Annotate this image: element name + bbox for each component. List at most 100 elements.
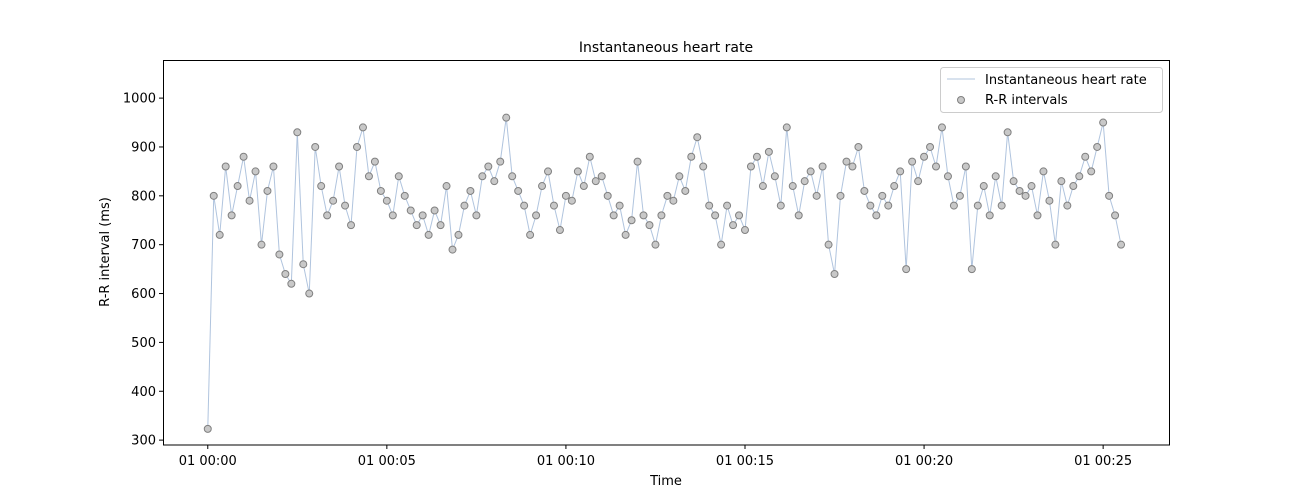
hr-line-segment	[840, 161, 847, 196]
hr-line-segment	[786, 127, 794, 187]
rr-point	[317, 182, 326, 191]
hr-line-segment	[941, 127, 949, 177]
x-tick-label: 01 00:05	[358, 454, 416, 469]
rr-point	[639, 211, 648, 220]
rr-point	[1111, 211, 1120, 220]
hr-line-segment	[535, 185, 543, 216]
hr-line-segment	[816, 166, 824, 196]
hr-line-segment	[983, 185, 991, 216]
x-tick-label: 01 00:25	[1074, 454, 1132, 469]
y-tick-label: 500	[131, 336, 156, 351]
hr-line-segment	[714, 215, 722, 245]
rr-point	[675, 172, 684, 181]
rr-point	[263, 186, 272, 195]
rr-point	[842, 157, 851, 166]
rr-point	[782, 123, 791, 132]
rr-point	[735, 211, 744, 220]
rr-point	[466, 186, 475, 195]
rr-point	[770, 172, 779, 181]
rr-point	[490, 177, 499, 186]
rr-point	[1087, 167, 1096, 176]
hr-line-segment	[1114, 215, 1122, 245]
rr-point	[544, 167, 553, 176]
hr-line-segment	[1036, 171, 1044, 216]
rr-point	[347, 221, 356, 230]
rr-point	[269, 162, 278, 171]
hr-line-segment	[631, 161, 639, 221]
hr-line-segment	[302, 264, 310, 294]
rr-point	[257, 240, 266, 249]
rr-point	[448, 245, 457, 254]
rr-point	[609, 211, 618, 220]
rr-point	[496, 157, 505, 166]
rr-point	[812, 191, 821, 200]
rr-point	[370, 157, 379, 166]
rr-point	[472, 211, 481, 220]
hr-line-segment	[768, 151, 776, 177]
hr-line-segment	[237, 156, 245, 187]
hr-line-segment	[947, 176, 955, 206]
hr-line-segment	[505, 117, 513, 177]
hr-line-segment	[1007, 132, 1015, 182]
y-axis: 300 400 500 600 700 800 900 1000	[123, 92, 163, 449]
rr-point	[937, 123, 946, 132]
rr-point	[991, 172, 1000, 181]
hr-line-segment	[756, 156, 764, 187]
hr-line-segment	[332, 166, 340, 201]
rr-point	[1033, 211, 1042, 220]
rr-point	[484, 162, 493, 171]
rr-point	[549, 201, 558, 210]
rr-point	[908, 157, 917, 166]
hr-line-segment	[260, 190, 268, 245]
hr-line-segment	[249, 171, 257, 201]
rr-scatter-series	[203, 113, 1126, 433]
hr-line-segment	[1054, 181, 1062, 245]
y-axis-label: R-R interval (ms)	[98, 197, 113, 307]
hr-line-segment	[499, 117, 507, 162]
rr-point	[681, 186, 690, 195]
rr-point	[305, 289, 314, 298]
hr-line-segment	[290, 132, 298, 284]
rr-point	[275, 250, 284, 259]
hr-line-segment	[571, 171, 579, 201]
hr-line-segment	[1031, 185, 1038, 216]
rr-point	[1063, 201, 1072, 210]
hr-line-segment	[792, 185, 800, 216]
rr-point	[932, 162, 941, 171]
rr-point	[591, 177, 600, 186]
rr-point	[693, 133, 702, 142]
rr-point	[1105, 191, 1114, 200]
rr-point	[358, 123, 367, 132]
rr-point	[878, 191, 887, 200]
rr-point	[573, 167, 582, 176]
rr-point	[699, 162, 708, 171]
chart-title: Instantaneous heart rate	[579, 40, 753, 56]
rr-point	[884, 201, 893, 210]
rr-point	[997, 201, 1006, 210]
rr-point	[203, 424, 212, 433]
rr-point	[400, 191, 409, 200]
hr-line-segment	[834, 195, 842, 275]
rr-point	[818, 162, 827, 171]
rr-point	[412, 221, 421, 230]
rr-point	[341, 201, 350, 210]
rr-point	[866, 201, 875, 210]
rr-point	[717, 240, 726, 249]
rr-point	[251, 167, 260, 176]
rr-point	[352, 142, 361, 151]
rr-point	[406, 206, 415, 215]
rr-point	[1039, 167, 1048, 176]
rr-point	[364, 172, 373, 181]
rr-point	[806, 167, 815, 176]
x-tick-label: 01 00:20	[895, 454, 953, 469]
rr-point	[520, 201, 529, 210]
hr-line-segment	[935, 127, 943, 167]
hr-line-segment	[272, 166, 280, 255]
hr-line-segment	[1042, 171, 1050, 201]
hr-line-segment	[547, 171, 555, 206]
rr-point	[538, 182, 547, 191]
rr-point	[645, 221, 654, 230]
hr-line-segment	[469, 190, 477, 216]
x-tick-label: 01 00:00	[179, 454, 237, 469]
